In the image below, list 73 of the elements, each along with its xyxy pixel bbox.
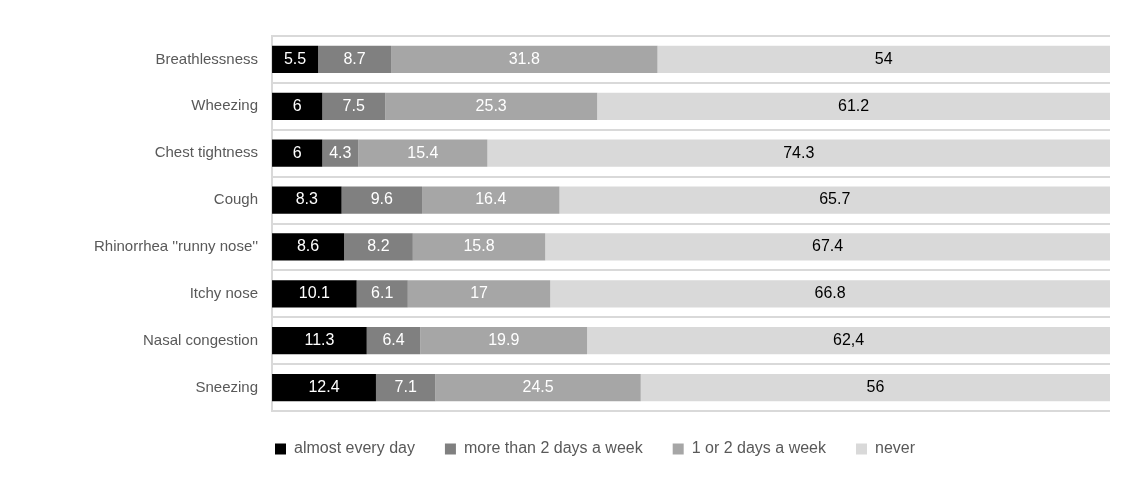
bar xyxy=(272,186,342,214)
legend-label: 1 or 2 days a week xyxy=(691,439,827,457)
data-label: 62,4 xyxy=(832,331,865,349)
data-label: 54 xyxy=(874,49,893,67)
legend-label: never xyxy=(874,439,916,457)
bar xyxy=(597,92,1110,120)
bar xyxy=(640,373,1110,402)
y-tick-label: Wheezing xyxy=(191,96,259,114)
bar xyxy=(272,233,345,261)
data-label: 8.2 xyxy=(367,237,390,255)
data-label: 66.8 xyxy=(814,284,846,302)
data-label: 6 xyxy=(292,96,302,114)
bar xyxy=(550,280,1110,308)
data-label: 61.2 xyxy=(838,96,870,114)
data-label: 56 xyxy=(866,377,885,395)
data-label: 7.5 xyxy=(342,96,365,114)
bar xyxy=(545,233,1110,261)
data-label: 16.4 xyxy=(475,190,507,208)
y-tick-label: Rhinorrhea ''runny nose'' xyxy=(93,237,259,255)
bar xyxy=(407,280,551,308)
bar xyxy=(412,233,546,261)
bar xyxy=(487,139,1110,167)
data-label: 25.3 xyxy=(475,96,507,114)
bar xyxy=(559,186,1110,214)
data-label: 67.4 xyxy=(812,237,844,255)
data-label: 9.6 xyxy=(370,190,394,208)
data-label: 12.4 xyxy=(308,377,340,395)
bar xyxy=(435,373,641,402)
y-tick-label: Cough xyxy=(213,190,259,208)
y-tick-label: Breathlessness xyxy=(155,49,259,67)
data-label: 8.7 xyxy=(343,49,366,67)
data-label: 31.8 xyxy=(508,49,540,67)
legend-label: more than 2 days a week xyxy=(463,439,644,457)
data-label: 5.5 xyxy=(283,49,307,67)
bar xyxy=(341,186,423,214)
bar xyxy=(322,92,386,120)
data-label: 17 xyxy=(470,284,489,302)
bar xyxy=(272,327,367,355)
y-tick-label: Sneezing xyxy=(195,377,259,395)
bar xyxy=(272,280,357,308)
bar xyxy=(587,327,1110,355)
y-tick-label: Chest tightness xyxy=(154,143,259,161)
data-label: 65.7 xyxy=(819,190,851,208)
bar xyxy=(272,92,323,120)
y-tick-label: Itchy nose xyxy=(189,283,259,301)
bar xyxy=(356,280,408,308)
data-label: 8.3 xyxy=(295,190,319,208)
data-label: 15.8 xyxy=(463,237,495,255)
data-label: 24.5 xyxy=(522,377,554,395)
bar xyxy=(391,45,658,74)
bar xyxy=(420,327,588,355)
data-label: 6.4 xyxy=(382,331,405,349)
bar xyxy=(272,373,376,402)
data-label: 74.3 xyxy=(783,143,815,161)
bar xyxy=(318,45,392,74)
data-label: 6 xyxy=(292,143,302,161)
data-label: 19.9 xyxy=(488,331,520,349)
bar xyxy=(272,139,323,167)
bar xyxy=(375,373,436,402)
data-label: 4.3 xyxy=(329,143,352,161)
data-label: 8.6 xyxy=(296,237,320,255)
bar xyxy=(657,45,1110,74)
data-label: 15.4 xyxy=(407,143,439,161)
bar xyxy=(358,139,488,167)
legend-label: almost every day xyxy=(293,439,415,457)
bar xyxy=(422,186,560,214)
data-label: 10.1 xyxy=(298,284,331,302)
data-label: 6.1 xyxy=(371,284,394,302)
y-tick-label: Nasal congestion xyxy=(142,330,259,348)
bar xyxy=(344,233,413,261)
data-label: 7.1 xyxy=(394,377,417,395)
bar xyxy=(385,92,598,120)
data-label: 11.3 xyxy=(304,331,335,349)
